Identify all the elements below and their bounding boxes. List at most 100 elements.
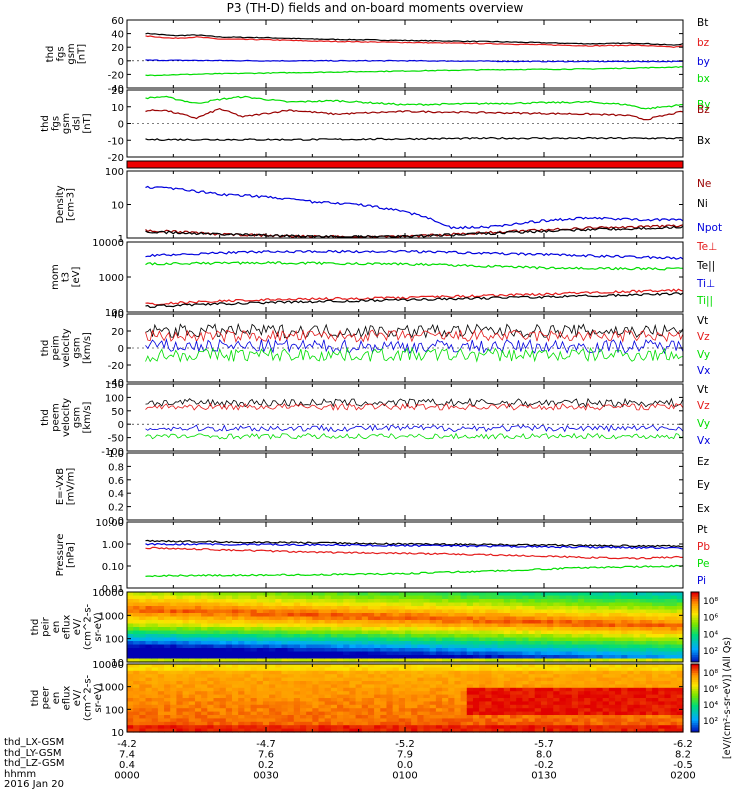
ytick-label: 0 [118,420,124,431]
ephem-row-ly: thd_LY-GSM [4,747,99,760]
ytick-label: 20 [111,43,124,54]
ytick-label: 100 [105,705,124,716]
chart-title: P3 (TH-D) fields and on-board moments ov… [226,1,524,15]
legend-label: by [697,56,710,68]
ephem-value: -6.2 [673,739,693,750]
legend-label: Vt [697,315,708,327]
colorbar-segment [691,599,699,602]
colorbar-tick: 10² [703,647,718,657]
series-line-Vt [145,397,684,408]
series-line-Te|| [145,292,684,309]
ytick-label: 0.01 [102,584,124,595]
ylabel-line: thd [30,690,41,707]
colorbar-segment [691,594,699,598]
ylabel-line: mom [50,264,61,290]
series-line-by [145,59,683,63]
colorbar-segment [691,606,699,609]
ytick-label: 10 [111,103,124,114]
colorbar-segment [691,610,699,614]
ytick-label: 1000 [99,273,124,284]
colorbar-segment [691,627,699,630]
legend-label: Pt [697,524,707,536]
ytick-label: -10 [108,136,124,147]
ytick-label: 50 [111,407,124,418]
ylabel-line: eflux [62,686,73,711]
legend-label: Pi [697,575,706,587]
ephem-value: 7.9 [397,750,413,761]
series-line-Npot [145,185,684,230]
colorbar-segment [691,713,699,717]
legend-label: Ez [697,456,710,468]
ylabel-line: [eV] [71,267,82,288]
colorbar-segment [691,716,699,719]
ylabel-line: fgs [56,46,67,61]
ephem-value: -0.5 [673,760,693,771]
ylabel-line: gsm [61,113,72,134]
ephem-value: -4.2 [117,739,137,750]
ephem-value: 0.0 [397,760,413,771]
legend-label: Bz [697,104,710,116]
colorbar-segment [691,727,699,731]
series-line-Vz [145,402,684,411]
ylabel-line: eflux [62,615,73,640]
legend-label: Npot [697,222,722,234]
ylabel-line: peir [41,616,52,636]
ytick-label: 10000 [92,588,124,599]
ytick-label: 60 [111,16,124,27]
colorbar-segment [691,679,699,683]
legend-label: Vt [697,384,708,396]
series-line-Bt [145,32,684,46]
legend-label: Ni [697,198,708,210]
legend-label: Te|| [696,260,715,272]
legend-label: Vx [697,435,710,447]
ytick-label: -20 [108,70,124,81]
ephem-value: 8.2 [675,750,691,761]
ylabel-line: fgs [51,116,62,131]
colorbar-segment [691,722,699,726]
ytick-label: 150 [105,380,124,391]
legend-label: Ey [697,479,710,491]
ephem-label-ly: thd_LY-GSM [4,747,62,759]
colorbar-tick: 10² [703,717,718,727]
colorbar-segment [691,670,699,674]
ylabel-line: [nT] [82,113,93,133]
panel-efield-frame [126,452,684,521]
ylabel-line: velocity [61,328,72,367]
colorbar-segment [691,725,699,728]
legend-label: Te⊥ [696,241,717,253]
ytick-label: 100 [105,393,124,404]
ylabel-line: Pressure [55,534,66,577]
legend-label: Vy [697,418,710,430]
colorbar-segment [691,634,699,637]
panel-peem_velocity-frame [126,383,684,452]
ephem-label-hhmm: hhmm [4,768,37,780]
ylabel-line: peim [51,335,62,360]
ephemeris-table: thd_LX-GSM thd_LY-GSM thd_LZ-GSM hhmm 20… [4,737,99,791]
legend-label: bz [697,37,710,49]
colorbar-segment [691,698,699,701]
ytick-label: 10.00 [95,518,124,529]
colorbar-segment [691,707,699,710]
colorbar-segment [691,688,699,692]
ytick-label: 20 [111,86,124,97]
colorbar-segment [691,711,699,715]
colorbar-segment [691,636,699,640]
ephem-row-hhmm: hhmm [4,768,99,781]
series-line-Vx [145,424,684,433]
colorbar-segment [691,695,699,699]
ytick-label: 10 [111,658,124,669]
legend-label: bx [697,73,710,85]
ephem-value: 7.6 [258,750,274,761]
ephem-value: 7.4 [119,750,135,761]
ylabel-line: en [51,621,62,634]
series-line-Vy [145,432,684,440]
ylabel-line: [km/s] [82,401,93,433]
series-line-Te⊥ [145,288,684,306]
ytick-label: 10 [111,201,124,212]
series-line-By [145,95,684,110]
ytick-label: 40 [111,310,124,321]
ephem-value: 0100 [392,771,417,782]
ylabel-line: thd [40,115,51,132]
ytick-label: 10 [111,728,124,739]
